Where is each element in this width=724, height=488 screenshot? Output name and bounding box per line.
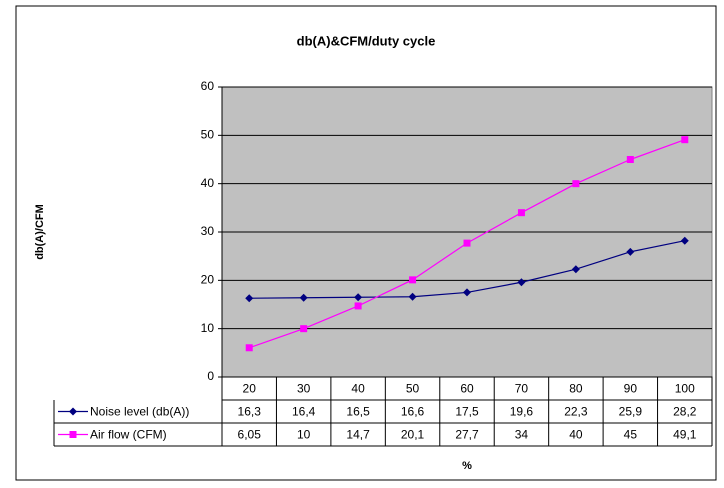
y-tick-label: 40 xyxy=(201,176,215,190)
data-point xyxy=(463,239,471,247)
table-value: 25,9 xyxy=(619,405,643,419)
table-value: 16,5 xyxy=(346,405,370,419)
data-point xyxy=(571,265,580,274)
y-tick-label: 0 xyxy=(207,369,214,383)
data-point xyxy=(354,302,362,310)
data-point xyxy=(354,293,363,302)
table-value: 16,6 xyxy=(401,405,425,419)
x-tick-label: 40 xyxy=(351,382,365,396)
x-tick-label: 70 xyxy=(515,382,529,396)
table-value: 17,5 xyxy=(455,405,479,419)
table-value: 45 xyxy=(624,428,638,442)
legend-marker xyxy=(69,407,77,416)
table-value: 34 xyxy=(515,428,529,442)
legend-marker xyxy=(69,431,77,438)
table-value: 16,3 xyxy=(238,405,262,419)
x-tick-label: 100 xyxy=(675,382,695,396)
y-tick-label: 30 xyxy=(201,224,215,238)
y-tick-label: 50 xyxy=(201,128,215,142)
table-value: 40 xyxy=(569,428,583,442)
chart-title: db(A)&CFM/duty cycle xyxy=(297,33,436,48)
y-tick-label: 10 xyxy=(201,321,215,335)
x-tick-label: 60 xyxy=(460,382,474,396)
data-point xyxy=(299,293,308,302)
table-value: 19,6 xyxy=(510,405,534,419)
table-value: 22,3 xyxy=(564,405,588,419)
data-point xyxy=(517,209,525,217)
table-value: 27,7 xyxy=(455,428,479,442)
x-axis-label: % xyxy=(462,460,472,472)
data-point xyxy=(245,344,253,352)
data-point xyxy=(408,292,417,301)
data-point xyxy=(626,247,635,256)
table-value: 6,05 xyxy=(238,428,262,442)
x-tick-label: 90 xyxy=(624,382,638,396)
data-point xyxy=(681,136,689,144)
table-value: 10 xyxy=(297,428,311,442)
table-value: 16,4 xyxy=(292,405,316,419)
x-tick-label: 80 xyxy=(569,382,583,396)
table-value: 49,1 xyxy=(673,428,697,442)
legend-label: Noise level (db(A)) xyxy=(90,405,189,419)
x-tick-label: 50 xyxy=(406,382,420,396)
data-point xyxy=(409,276,417,284)
y-tick-label: 20 xyxy=(201,273,215,287)
data-point xyxy=(245,294,254,303)
data-point xyxy=(680,236,689,245)
x-tick-label: 20 xyxy=(243,382,257,396)
data-point xyxy=(517,278,526,287)
table-value: 28,2 xyxy=(673,405,697,419)
data-point xyxy=(626,156,634,163)
table-value: 14,7 xyxy=(346,428,370,442)
data-point xyxy=(300,325,308,333)
data-point xyxy=(463,288,471,297)
y-tick-label: 60 xyxy=(201,79,215,93)
data-point xyxy=(572,180,580,188)
x-tick-label: 30 xyxy=(297,382,311,396)
y-axis-label: db(A)/CFM xyxy=(34,204,46,260)
legend-label: Air flow (CFM) xyxy=(90,428,167,442)
table-value: 20,1 xyxy=(401,428,425,442)
